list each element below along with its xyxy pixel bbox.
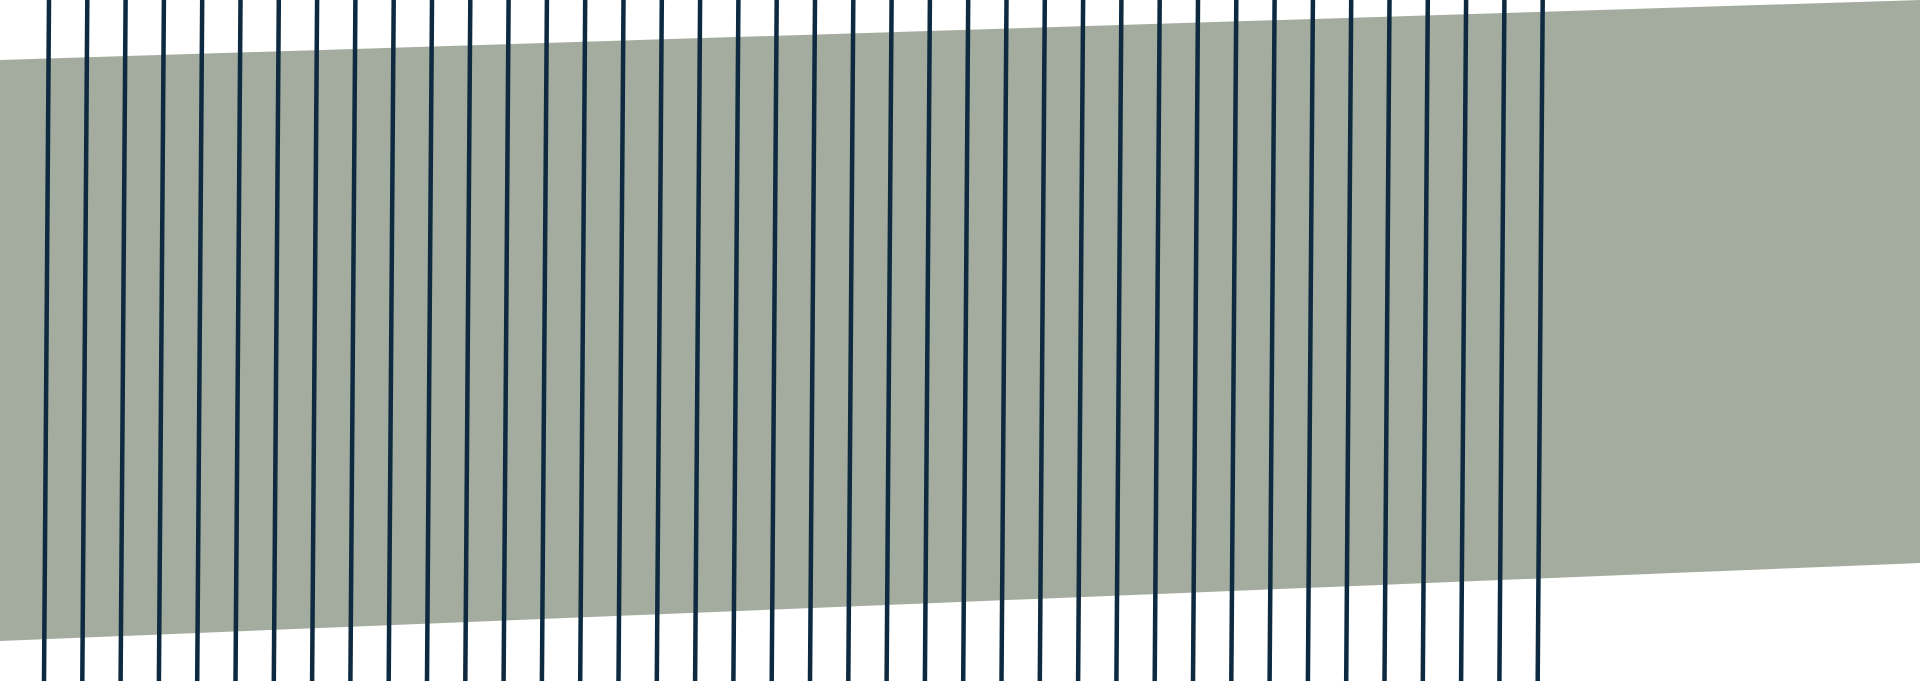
vertical-line: [386, 0, 396, 681]
vertical-line: [539, 0, 550, 681]
vertical-line: [1037, 0, 1048, 681]
vertical-line: [424, 0, 435, 681]
vertical-line: [692, 0, 703, 681]
vertical-line: [1420, 0, 1431, 681]
vertical-line: [1497, 0, 1507, 681]
vertical-line: [846, 0, 856, 681]
vertical-line: [1229, 0, 1239, 681]
vertical-line: [194, 0, 205, 681]
vertical-line: [1114, 0, 1124, 681]
vertical-line: [41, 0, 52, 681]
tilted-band: [0, 0, 1920, 641]
vertical-line: [1075, 0, 1086, 681]
vertical-line: [999, 0, 1009, 681]
vertical-line: [463, 0, 473, 681]
vertical-line: [807, 0, 818, 681]
vertical-line: [922, 0, 933, 681]
vertical-line: [1267, 0, 1277, 681]
vertical-line: [654, 0, 665, 681]
vertical-line: [616, 0, 626, 681]
vertical-line: [309, 0, 320, 681]
vertical-line: [731, 0, 741, 681]
vertical-line: [1343, 0, 1354, 681]
vertical-line: [233, 0, 243, 681]
vertical-line: [80, 0, 90, 681]
vertical-line: [769, 0, 779, 681]
vertical-line: [577, 0, 588, 681]
vertical-line: [156, 0, 167, 681]
vertical-line: [501, 0, 511, 681]
vertical-line: [884, 0, 894, 681]
vertical-line: [1305, 0, 1316, 681]
vertical-lines-group: [41, 0, 1545, 681]
vertical-line: [1458, 0, 1469, 681]
vertical-line: [348, 0, 358, 681]
vertical-line: [118, 0, 128, 681]
vertical-line: [960, 0, 971, 681]
vertical-line: [1152, 0, 1162, 681]
vertical-line: [271, 0, 282, 681]
vertical-line: [1190, 0, 1201, 681]
vertical-line: [1535, 0, 1545, 681]
vertical-line: [1382, 0, 1392, 681]
